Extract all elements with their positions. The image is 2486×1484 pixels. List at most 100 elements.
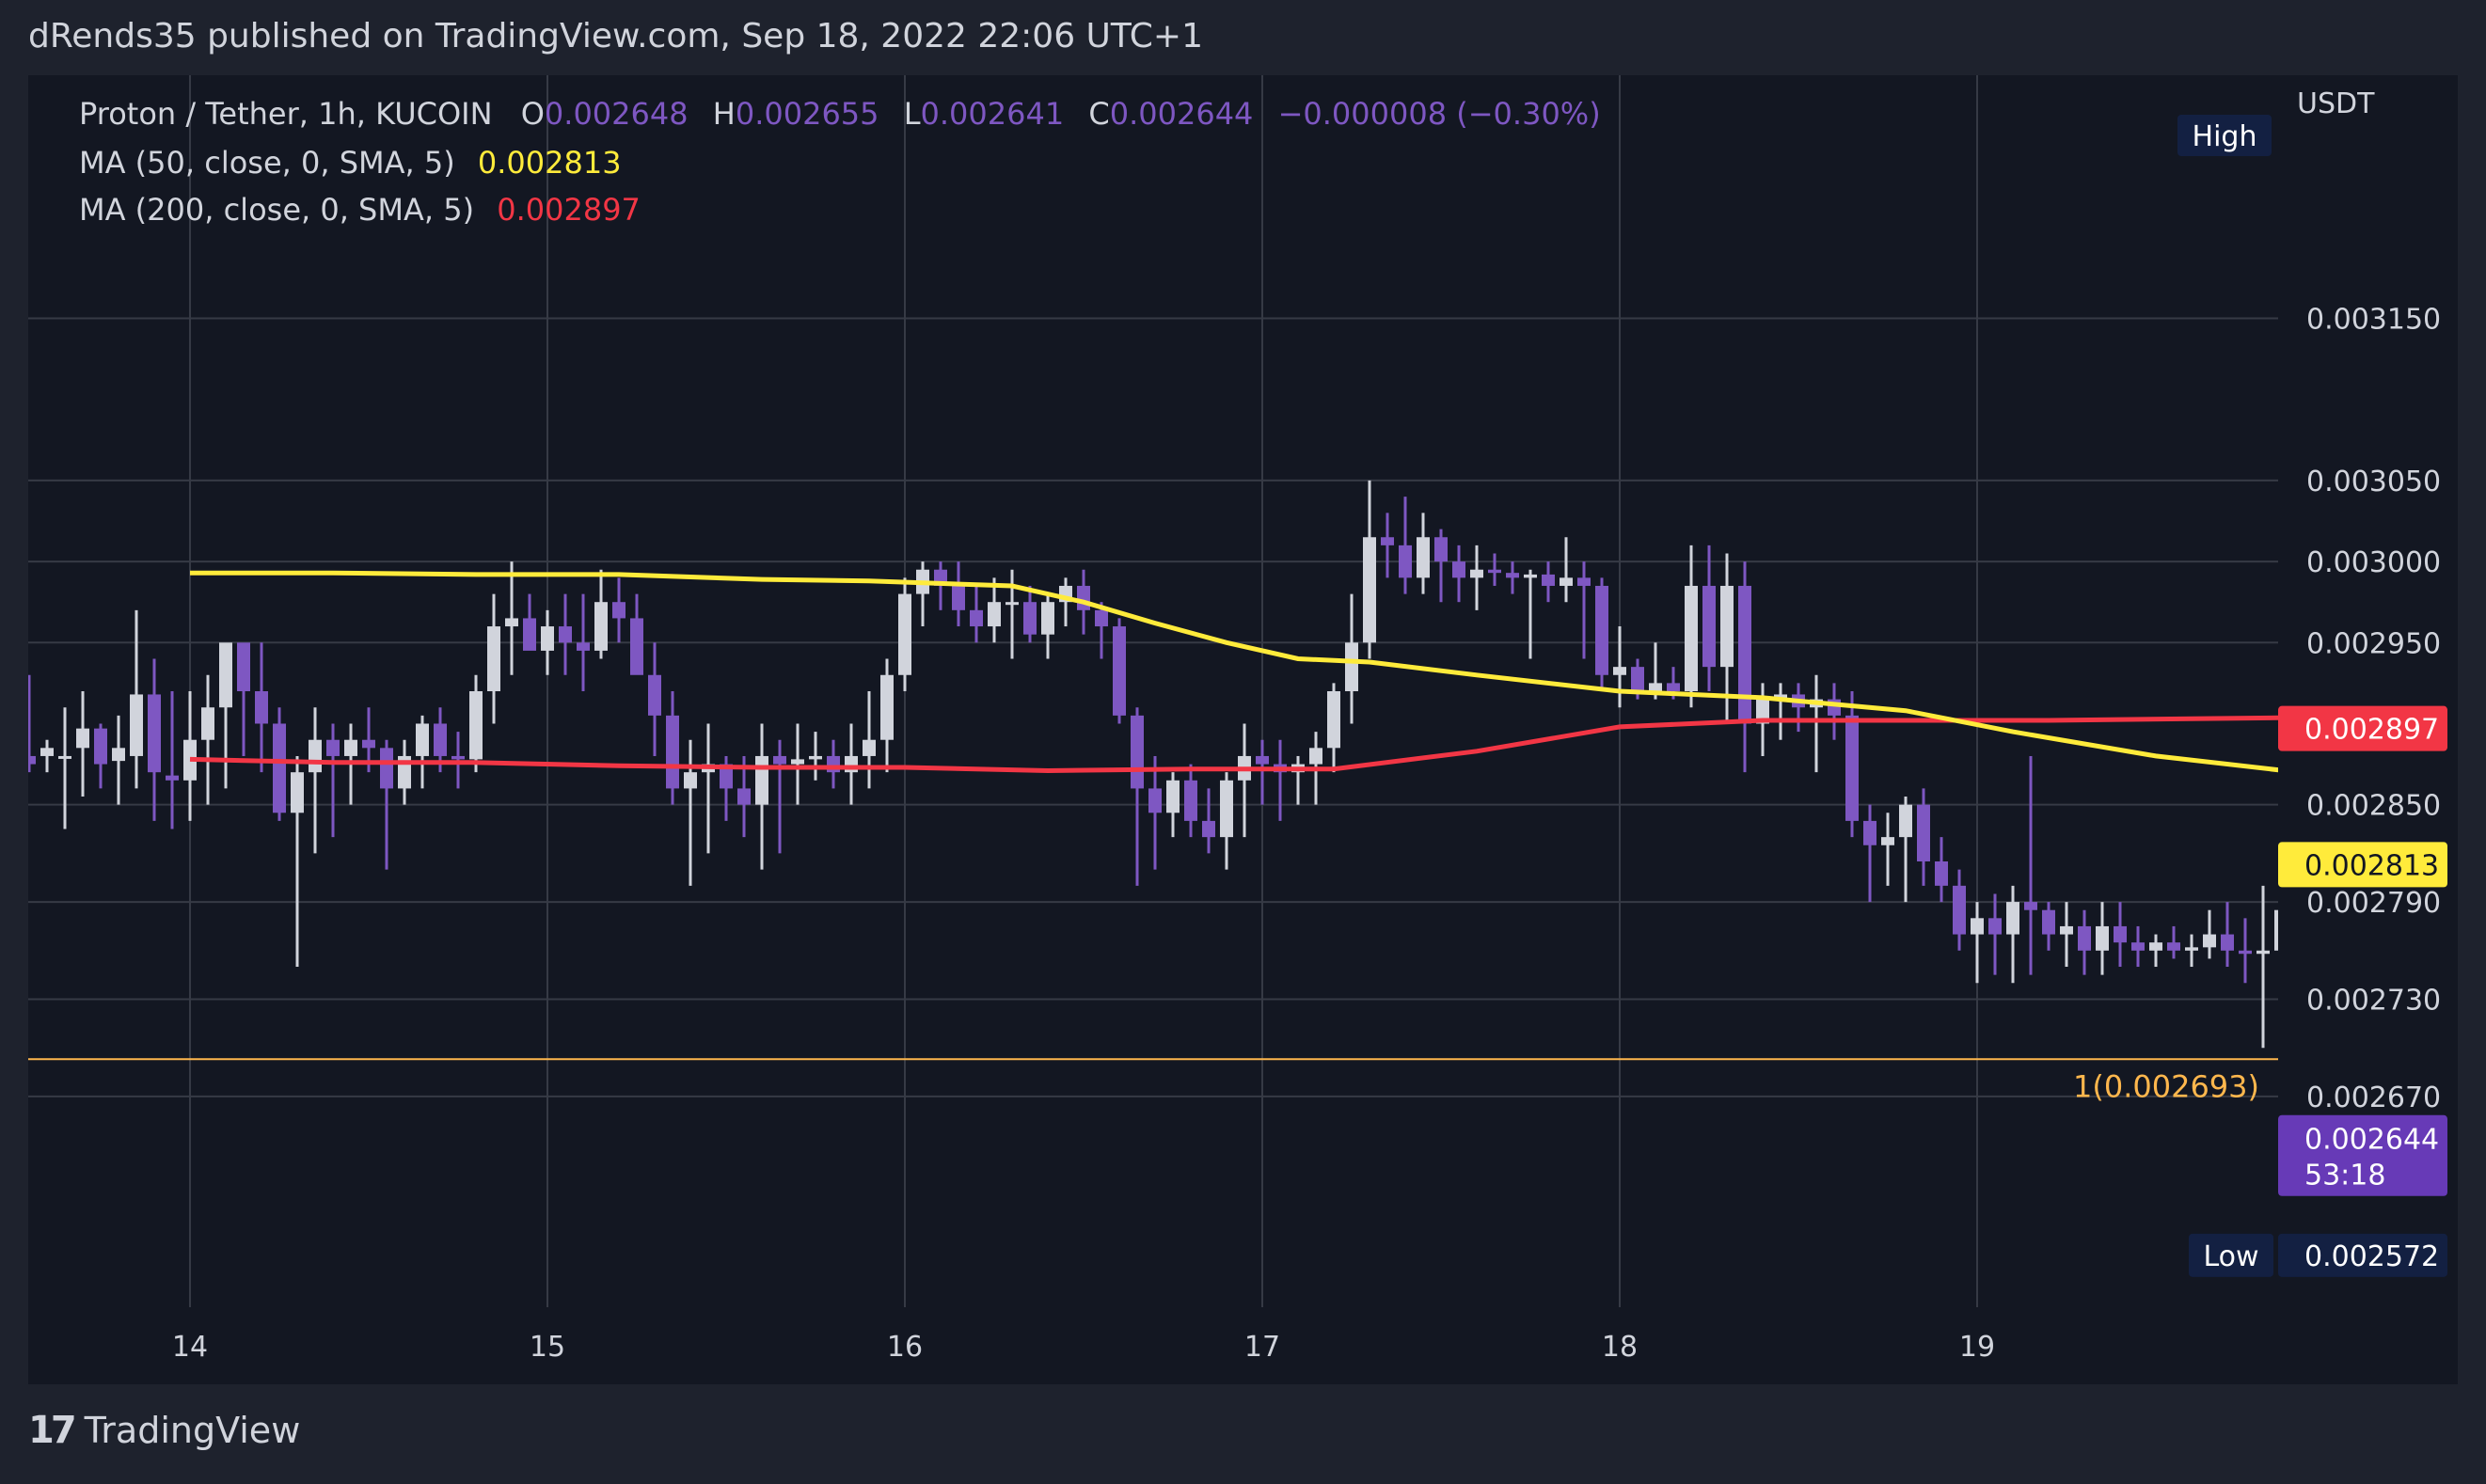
candle-body (1631, 667, 1644, 691)
candle-body (773, 755, 786, 765)
candle-body (1399, 545, 1412, 578)
candle-body (1506, 573, 1519, 578)
candle-body (130, 694, 143, 756)
candle (2114, 902, 2127, 968)
candle-body (1131, 715, 1144, 789)
candle-body (1041, 602, 1054, 635)
ma200-line (189, 715, 2278, 774)
candle (702, 723, 715, 854)
low-price-tag: 0.002572 (2278, 1233, 2447, 1277)
candle (1613, 626, 1626, 708)
candle (1095, 602, 1108, 659)
candle-body (1685, 585, 1698, 691)
candle (469, 674, 483, 773)
candle-body (684, 772, 697, 789)
candle (791, 723, 804, 805)
candle-body (380, 748, 393, 789)
candle (1935, 837, 1948, 903)
time-axis-svg[interactable]: 14 15 16 17 18 19 (28, 1307, 2278, 1384)
candle (684, 739, 697, 886)
candle (988, 577, 1001, 643)
price-axis-svg[interactable]: 0.003150 0.003050 0.003000 0.002950 0.002850… (2278, 75, 2458, 1307)
candle (237, 642, 250, 756)
candle-body (1113, 626, 1126, 716)
candle-body (2096, 925, 2109, 951)
candle (1542, 561, 1555, 603)
candle-body (2024, 902, 2037, 910)
low-price-tag-text: 0.002572 (2304, 1240, 2439, 1273)
candle-body (434, 723, 447, 756)
candle-body (326, 739, 340, 756)
candle (916, 561, 929, 627)
candle-body (1077, 585, 1090, 610)
candle (1792, 683, 1805, 733)
y-tick-label: 0.003000 (2306, 546, 2441, 579)
candle (2239, 918, 2252, 984)
grid-lines: High Low (28, 75, 2278, 1307)
candle (952, 561, 965, 627)
candle-body (1667, 683, 1680, 691)
high-badge-label: High (2193, 120, 2257, 153)
legend-change: −0.000008 (−0.30%) (1277, 96, 1601, 132)
candle (970, 585, 983, 643)
candle (827, 739, 840, 789)
candle-body (344, 739, 357, 756)
candle-body (40, 748, 54, 756)
candle-body (523, 618, 536, 651)
candle-body (1023, 602, 1037, 635)
legend-o-label: O (520, 96, 545, 132)
candle-body (2221, 934, 2234, 951)
candle (1810, 674, 1823, 773)
candle (1524, 569, 1537, 659)
candle (2078, 909, 2091, 975)
chart-svg[interactable]: High Low 1(0.002693) (28, 75, 2278, 1307)
candle-body (898, 593, 911, 675)
candle-body (309, 739, 322, 773)
candle-body (2131, 942, 2145, 951)
candle (416, 715, 429, 789)
candle (1023, 585, 1037, 643)
y-tick-label: 0.003050 (2306, 466, 2441, 498)
time-axis[interactable]: 14 15 16 17 18 19 (28, 1307, 2278, 1384)
candle (1470, 545, 1483, 610)
candle (1917, 788, 1930, 886)
candle (40, 739, 54, 773)
candle (1291, 755, 1305, 805)
x-tick-label: 15 (530, 1331, 565, 1364)
candle-body (1417, 537, 1430, 578)
candle-body (112, 748, 125, 762)
candle-body (2167, 942, 2180, 951)
candle-body (416, 723, 429, 756)
low-badge-bg (2189, 1233, 2273, 1277)
candle (541, 609, 554, 675)
candle-body (1738, 585, 1751, 724)
candle-body (1899, 804, 1912, 838)
candle (1166, 772, 1180, 838)
candle (1953, 869, 1966, 951)
price-axis[interactable]: 0.003150 0.003050 0.003000 0.002950 0.002850… (2278, 75, 2458, 1307)
candle (76, 691, 89, 797)
candle-body (2274, 909, 2278, 951)
candle-body (1649, 683, 1662, 691)
y-tick-label: 0.002850 (2306, 790, 2441, 823)
candle (1971, 902, 1984, 984)
candle-body (541, 626, 554, 651)
candle (863, 691, 876, 789)
candle-body (1560, 577, 1573, 586)
candle-body (1470, 569, 1483, 578)
candle-body (219, 642, 232, 708)
countdown: 53:18 (2304, 1160, 2385, 1192)
ma50-price-tag-bg (2278, 842, 2447, 888)
ma50-price-tag: 0.002813 (2278, 842, 2447, 888)
last-price-value: 0.002644 (2304, 1124, 2439, 1157)
candle (326, 723, 340, 838)
low-price-tag-bg (2278, 1233, 2447, 1277)
chart-pane[interactable]: High Low 1(0.002693) Proton / Tether, 1h,… (28, 75, 2278, 1307)
candle (1148, 755, 1162, 870)
candle-body (1524, 574, 1537, 578)
candle-body (1220, 780, 1233, 838)
legend-ma200-value: 0.002897 (497, 192, 641, 228)
candle (1506, 561, 1519, 594)
candle (1399, 497, 1412, 594)
x-tick-label: 16 (887, 1331, 923, 1364)
